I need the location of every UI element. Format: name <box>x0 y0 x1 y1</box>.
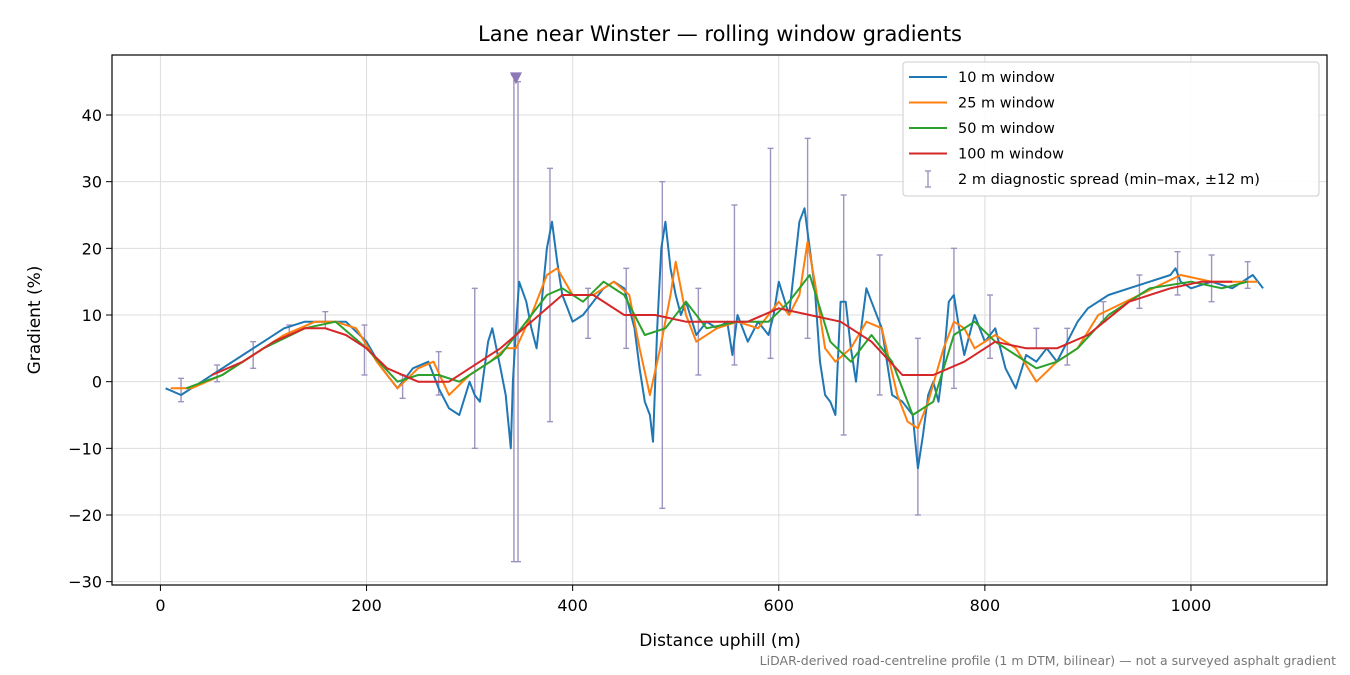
x-tick-label: 200 <box>351 596 382 615</box>
chart-title: Lane near Winster — rolling window gradi… <box>478 22 962 46</box>
y-tick-label: −30 <box>68 573 102 592</box>
legend: 10 m window 25 m window 50 m window 100 m w… <box>902 61 1320 197</box>
x-tick-label: 1000 <box>1171 596 1212 615</box>
clipped-marker-triangle-icon <box>509 72 522 85</box>
y-axis-label: Gradient (%) <box>25 266 45 375</box>
y-tick-label: 0 <box>92 373 102 392</box>
y-tick-label: 40 <box>82 106 102 125</box>
grid-lines <box>112 55 1327 585</box>
x-tick-label: 400 <box>557 596 588 615</box>
legend-box <box>902 61 1320 197</box>
axis-ticks: 0 200 400 600 800 1000 −30 −20 −10 0 10 20 30 40 <box>68 106 1211 615</box>
y-tick-label: 10 <box>82 306 102 325</box>
footnote: LiDAR-derived road-centreline profile (1… <box>760 653 1336 668</box>
series-line-4 <box>211 280 1233 383</box>
series-line-2 <box>170 240 1258 430</box>
legend-label: 50 m window <box>958 121 1055 137</box>
y-tick-label: −20 <box>68 506 102 525</box>
series-line-3 <box>185 274 1248 416</box>
x-tick-label: 0 <box>155 596 165 615</box>
legend-label: 2 m diagnostic spread (min–max, ±12 m) <box>958 172 1260 188</box>
legend-label: 10 m window <box>958 70 1055 86</box>
y-tick-label: −10 <box>68 439 102 458</box>
series-lines <box>165 72 1264 470</box>
plot-area-frame <box>111 54 1328 586</box>
x-tick-label: 600 <box>763 596 794 615</box>
legend-label: 100 m window <box>958 147 1064 163</box>
legend-label: 25 m window <box>958 96 1055 112</box>
x-tick-label: 800 <box>970 596 1001 615</box>
x-axis-label: Distance uphill (m) <box>639 631 800 651</box>
y-tick-label: 30 <box>82 173 102 192</box>
y-tick-label: 20 <box>82 239 102 258</box>
